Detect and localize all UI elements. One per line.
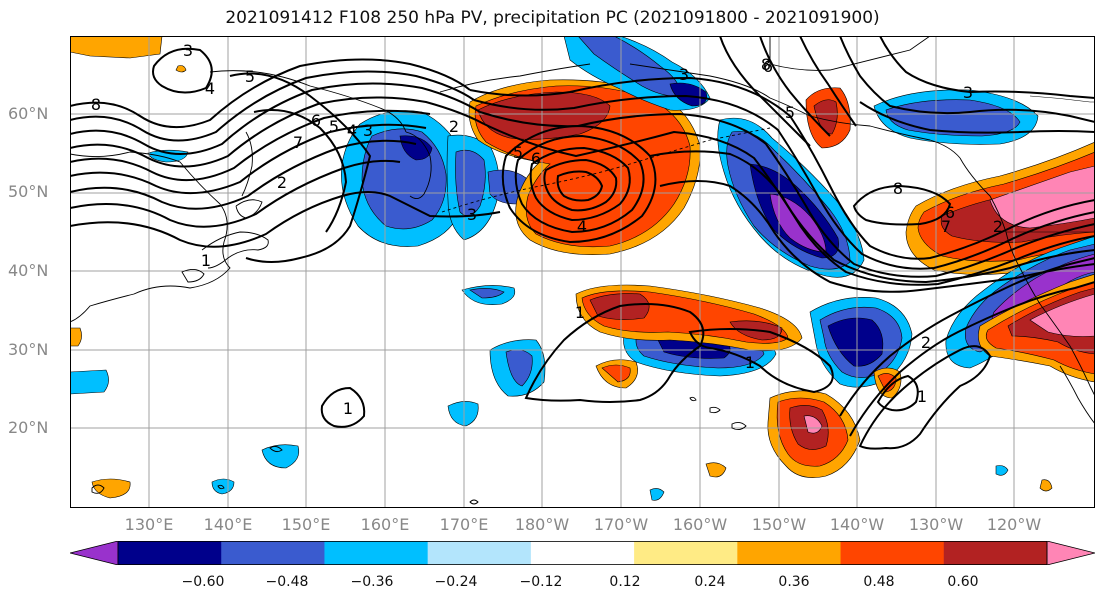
contour-label: 6 xyxy=(945,203,955,222)
pv-contours xyxy=(70,36,1095,450)
lon-label-160w: 160°W xyxy=(672,515,728,534)
colorbar-label: −0.36 xyxy=(350,574,394,590)
contour-label: 2 xyxy=(277,173,287,192)
colorbar-cell xyxy=(427,541,532,565)
lon-label-120w: 120°W xyxy=(986,515,1042,534)
lon-label-140w: 140°W xyxy=(829,515,885,534)
colorbar-label: −0.24 xyxy=(434,574,478,590)
colorbar-label: 0.36 xyxy=(778,574,810,590)
contour-label: 2 xyxy=(921,333,931,352)
lon-label-140e: 140°E xyxy=(203,515,253,534)
contour-label: 8 xyxy=(91,95,101,114)
gridlines xyxy=(70,36,1095,508)
map-panel: 3 4 5 8 7 6 5 4 3 2 1 2 3 5 6 4 3 6 5 8 … xyxy=(70,36,1095,508)
lon-label-180w: 180°W xyxy=(514,515,570,534)
contour-label: 4 xyxy=(205,79,215,98)
lon-label-150w: 150°W xyxy=(751,515,807,534)
colorbar-cell xyxy=(840,541,945,565)
colorbar-cell xyxy=(634,541,738,565)
colorbar-label: −0.60 xyxy=(181,574,225,590)
lat-label-60n: 60°N xyxy=(8,104,49,123)
contour-label: 4 xyxy=(577,217,587,236)
colorbar-cell xyxy=(324,541,429,565)
colorbar-label: 0.48 xyxy=(863,574,895,590)
contour-labels: 3 4 5 8 7 6 5 4 3 2 1 2 3 5 6 4 3 6 5 8 … xyxy=(91,41,1003,418)
colorbar-frame xyxy=(117,541,1048,565)
lat-label-40n: 40°N xyxy=(8,261,49,280)
lat-label-20n: 20°N xyxy=(8,418,49,437)
colorbar-extend-low xyxy=(70,541,119,565)
lon-label-170e: 170°E xyxy=(439,515,489,534)
colorbar-extend-high xyxy=(1046,541,1095,565)
contour-label: 6 xyxy=(763,57,773,76)
lon-label-130w: 130°W xyxy=(908,515,964,534)
contour-label: 3 xyxy=(363,121,373,140)
lon-label-160e: 160°E xyxy=(360,515,410,534)
contour-label: 3 xyxy=(963,83,973,102)
contour-label: 2 xyxy=(993,217,1003,236)
contour-label: 5 xyxy=(785,103,795,122)
contour-label: 6 xyxy=(531,149,541,168)
contour-label: 5 xyxy=(245,67,255,86)
map-frame xyxy=(70,36,1095,508)
colorbar xyxy=(70,541,1095,565)
contour-label: 7 xyxy=(941,217,951,236)
contour-label: 3 xyxy=(183,41,193,60)
colorbar-cell xyxy=(118,541,222,565)
colorbar-label: −0.48 xyxy=(265,574,309,590)
lat-label-30n: 30°N xyxy=(8,340,49,359)
colorbar-label: −0.12 xyxy=(519,574,563,590)
lat-label-50n: 50°N xyxy=(8,182,49,201)
lon-label-150e: 150°E xyxy=(281,515,331,534)
colorbar-label: 0.24 xyxy=(694,574,726,590)
contour-label: 1 xyxy=(201,251,211,270)
contour-label: 6 xyxy=(311,111,321,130)
contour-label: 5 xyxy=(513,143,523,162)
lon-label-130e: 130°E xyxy=(124,515,174,534)
lon-label-170w: 170°W xyxy=(593,515,649,534)
colorbar-cell xyxy=(737,541,842,565)
contour-label: 7 xyxy=(293,133,303,152)
contour-label: 1 xyxy=(575,303,585,322)
contour-label: 8 xyxy=(893,179,903,198)
contour-label: 8 xyxy=(761,55,771,74)
contour-label: 5 xyxy=(329,117,339,136)
contour-label: 1 xyxy=(917,387,927,406)
map-title: 2021091412 F108 250 hPa PV, precipitatio… xyxy=(225,8,880,28)
colorbar-label: 0.12 xyxy=(609,574,641,590)
colorbar-cell xyxy=(221,541,325,565)
contour-label: 1 xyxy=(343,399,353,418)
contour-label: 1 xyxy=(745,353,755,372)
contour-label: 2 xyxy=(449,117,459,136)
colorbar-cell xyxy=(530,541,635,565)
colorbar-cell xyxy=(943,541,1048,565)
contour-label: 4 xyxy=(347,121,357,140)
contour-label: 3 xyxy=(679,65,689,84)
contour-label: 3 xyxy=(467,205,477,224)
colorbar-label: 0.60 xyxy=(947,574,979,590)
